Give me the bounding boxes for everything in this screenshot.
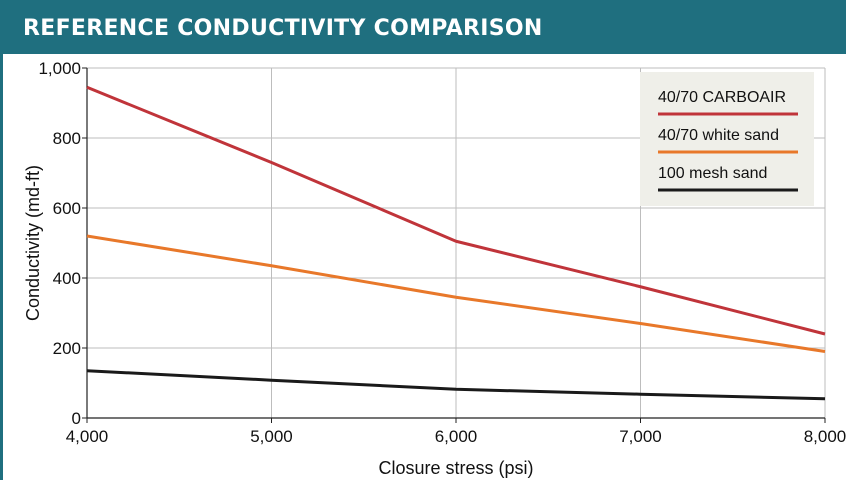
legend-label: 40/70 CARBOAIR [658, 89, 786, 106]
chart-title: REFERENCE CONDUCTIVITY COMPARISON [23, 16, 543, 41]
series-line [86, 369, 826, 401]
legend-box [640, 72, 814, 206]
x-tick-label: 6,000 [435, 427, 478, 446]
y-tick-label: 0 [72, 409, 81, 428]
legend-label: 40/70 white sand [658, 127, 779, 144]
line-chart: 0 200 400 600 800 1,000 4,000 5,000 6,000 7,000 8,… [23, 59, 846, 478]
y-tick-label: 400 [53, 269, 81, 288]
y-axis-title: Conductivity (md-ft) [23, 165, 43, 321]
y-tick-label: 600 [53, 199, 81, 218]
series-line [86, 234, 826, 353]
x-tick-label: 8,000 [804, 427, 846, 446]
x-tick-label: 5,000 [250, 427, 293, 446]
x-tick-label: 4,000 [66, 427, 109, 446]
legend-label: 100 mesh sand [658, 165, 767, 182]
chart-header: REFERENCE CONDUCTIVITY COMPARISON [3, 0, 846, 54]
series-line [86, 85, 826, 336]
y-tick-label: 200 [53, 339, 81, 358]
x-tick-label: 7,000 [619, 427, 662, 446]
y-tick-label: 800 [53, 129, 81, 148]
y-tick-label: 1,000 [38, 59, 81, 78]
x-axis-title: Closure stress (psi) [378, 458, 533, 478]
